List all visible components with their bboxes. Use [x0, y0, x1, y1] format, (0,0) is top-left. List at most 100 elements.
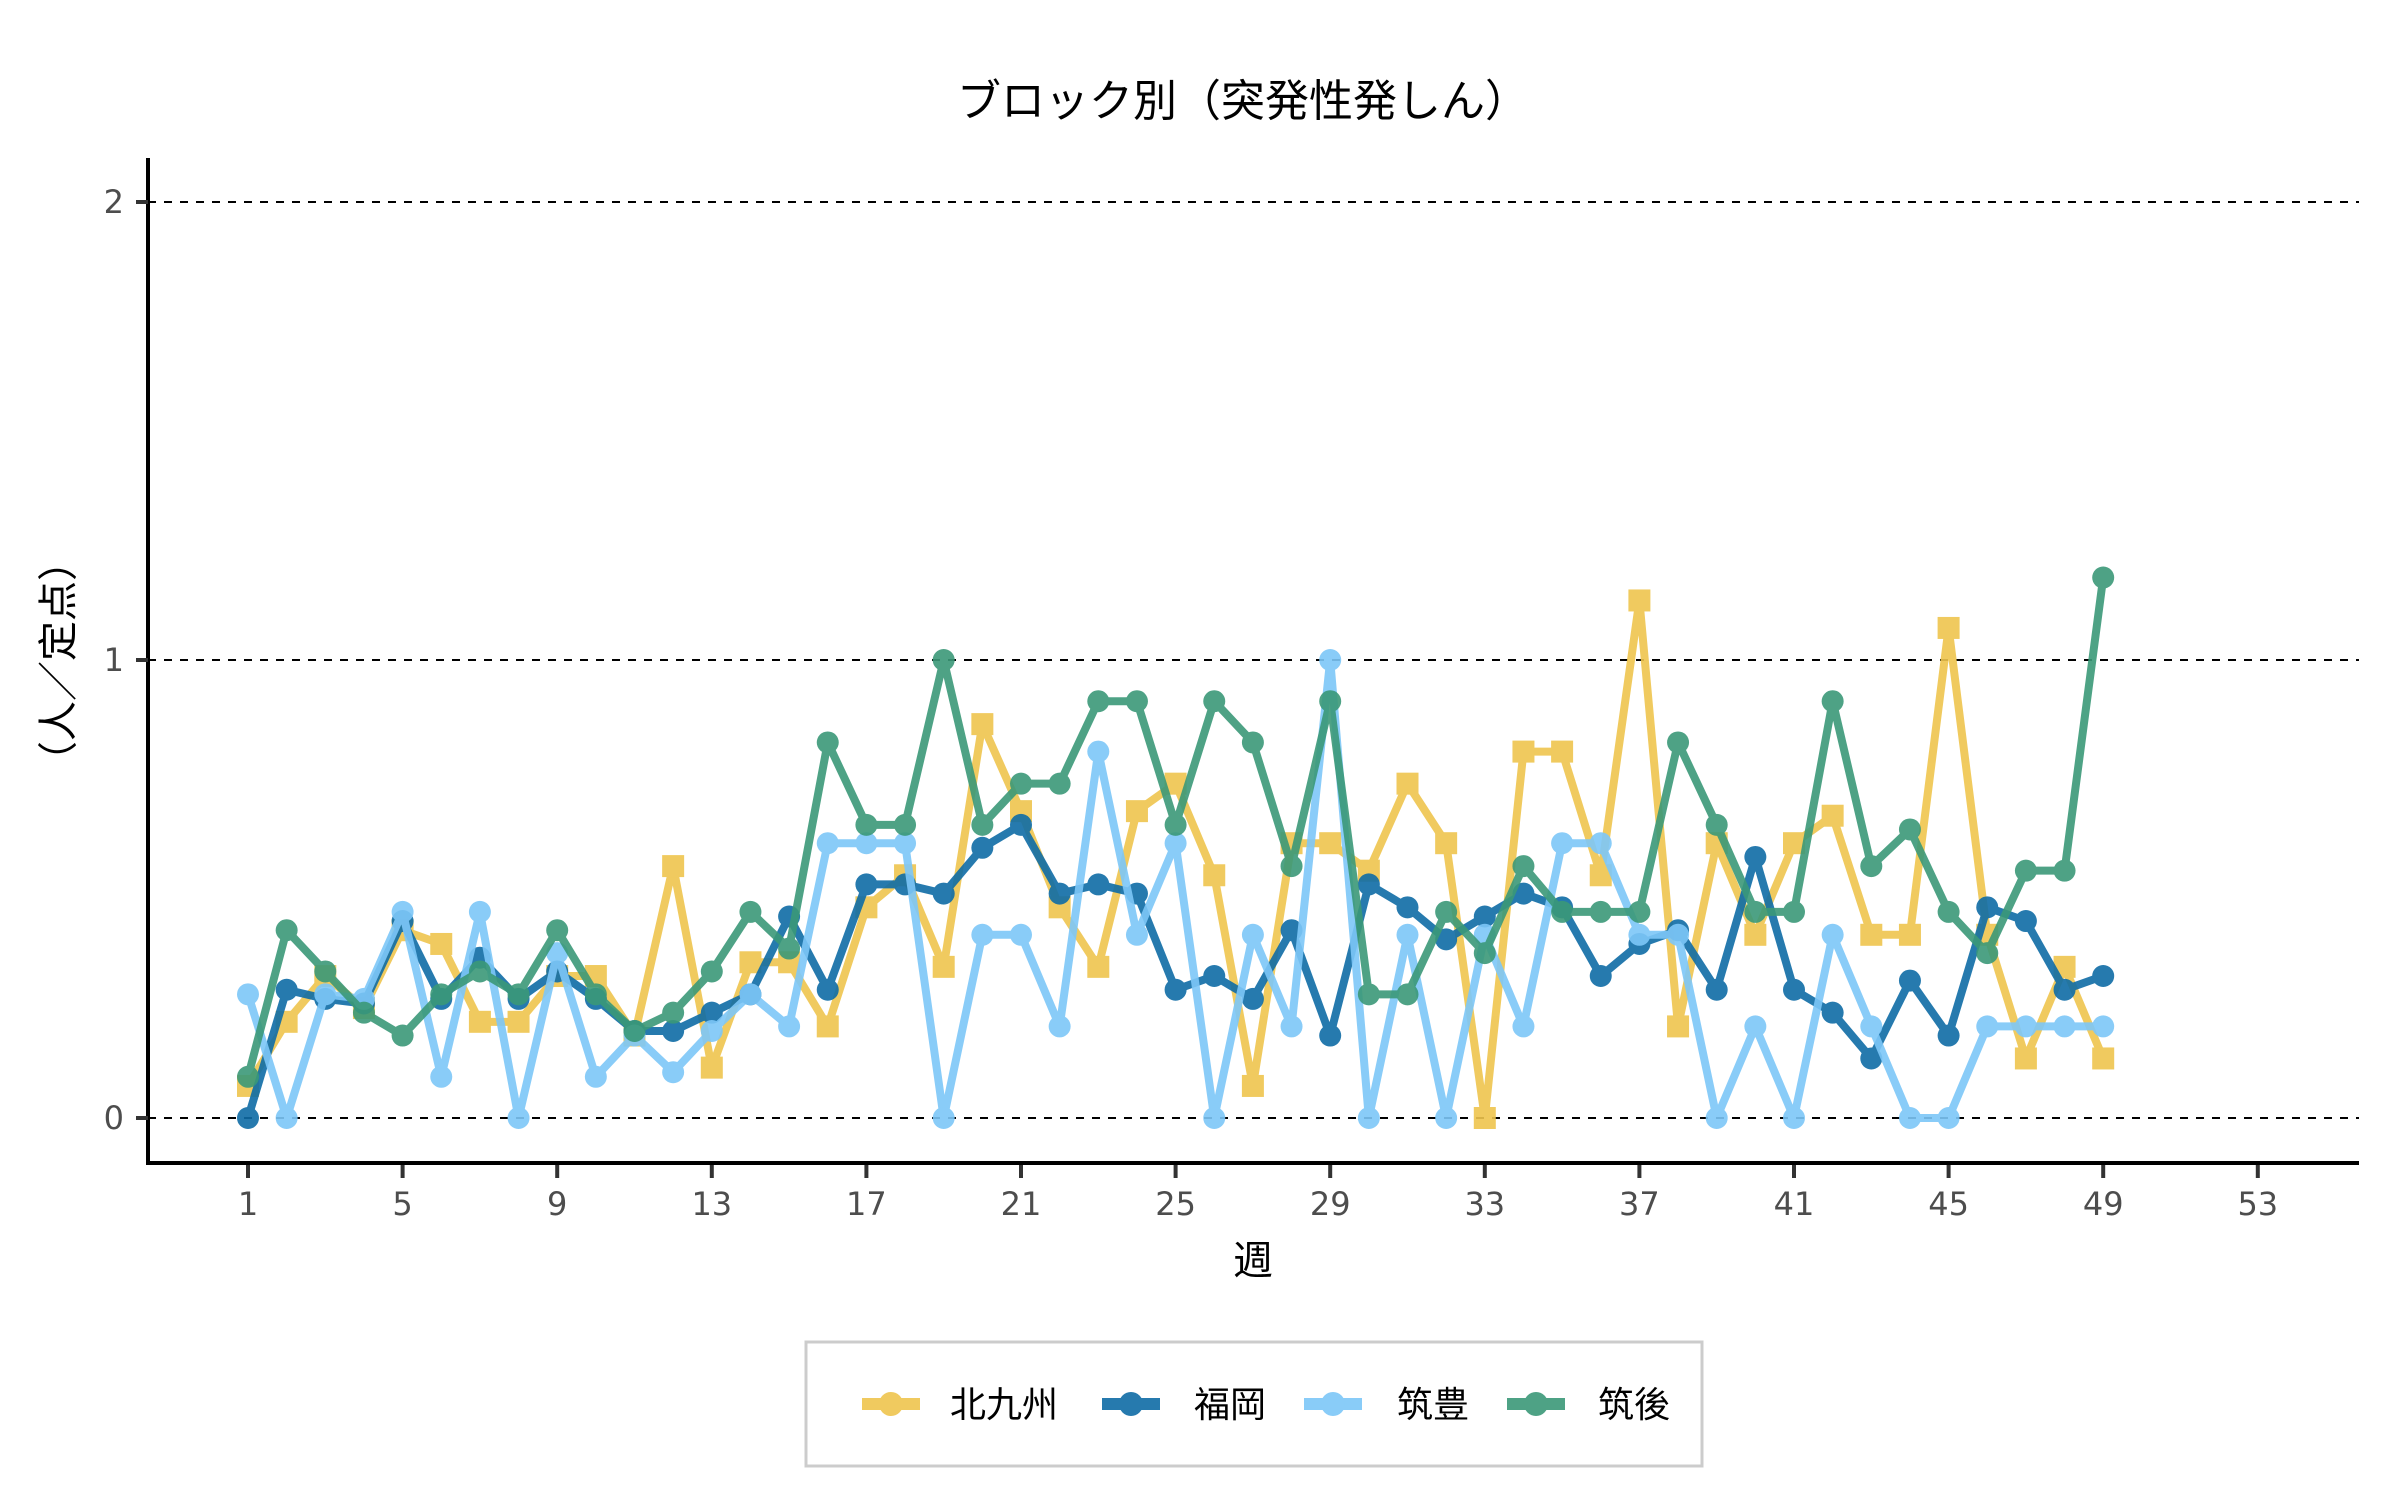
data-point — [1551, 740, 1574, 763]
data-point — [932, 882, 955, 905]
data-point — [1125, 800, 1148, 823]
data-point — [739, 983, 762, 1006]
data-point — [1976, 896, 1999, 919]
data-point — [1628, 589, 1651, 612]
legend-marker-icon — [879, 1392, 903, 1416]
series-3 — [237, 649, 2115, 1129]
data-point — [662, 1001, 685, 1024]
data-point — [1319, 649, 1342, 671]
data-point — [1860, 1047, 1883, 1070]
data-point — [1783, 900, 1805, 923]
data-point — [1628, 923, 1651, 946]
data-point — [237, 1107, 259, 1129]
data-point — [1976, 1015, 1999, 1038]
data-point — [1010, 923, 1032, 946]
legend-item — [862, 1392, 920, 1416]
data-point — [1744, 1015, 1767, 1038]
data-point — [391, 1024, 414, 1047]
data-point — [1125, 923, 1148, 946]
data-point — [816, 1015, 839, 1038]
data-point — [2092, 566, 2115, 589]
data-point — [1589, 965, 1612, 988]
data-point — [2053, 859, 2076, 882]
data-point — [1048, 1015, 1071, 1038]
data-point — [468, 960, 491, 983]
data-point — [1280, 1015, 1303, 1038]
data-point — [275, 1107, 298, 1129]
data-point — [1396, 923, 1419, 946]
data-point — [1512, 740, 1535, 763]
data-point — [2092, 1015, 2115, 1038]
data-point — [1589, 900, 1612, 923]
data-point — [1589, 864, 1612, 887]
data-point — [700, 960, 723, 983]
data-point — [507, 1107, 530, 1129]
x-tick-label: 37 — [1619, 1185, 1660, 1223]
legend-label: 福岡 — [1194, 1385, 1266, 1426]
data-point — [778, 1015, 801, 1038]
data-point — [1164, 832, 1187, 855]
data-point — [971, 836, 994, 859]
legend-marker-icon — [1321, 1392, 1345, 1416]
data-point — [1010, 772, 1032, 795]
data-point — [816, 731, 839, 754]
data-point — [855, 873, 878, 896]
data-point — [1744, 900, 1767, 923]
data-point — [2014, 859, 2037, 882]
data-point — [662, 1019, 685, 1042]
data-point — [1473, 942, 1496, 965]
data-point — [1937, 900, 1960, 923]
data-point — [1396, 896, 1419, 919]
data-point — [700, 1056, 723, 1079]
data-point — [237, 983, 259, 1006]
data-point — [1744, 845, 1767, 868]
legend-item — [1507, 1392, 1565, 1416]
x-tick-label: 9 — [547, 1185, 567, 1223]
data-point — [1589, 832, 1612, 855]
data-point — [2014, 1015, 2037, 1038]
y-tick-label: 0 — [104, 1099, 124, 1137]
data-point — [932, 1107, 955, 1129]
data-point — [2014, 1047, 2037, 1070]
data-point — [1280, 855, 1303, 878]
data-point — [1319, 690, 1342, 713]
data-point — [275, 919, 298, 942]
chart-title: ブロック別（突発性発しん） — [957, 76, 1529, 127]
data-point — [1357, 983, 1380, 1006]
x-tick-label: 45 — [1928, 1185, 1969, 1223]
data-point — [1357, 1107, 1380, 1129]
data-point — [1087, 955, 1110, 978]
data-point — [1705, 813, 1728, 836]
data-point — [1164, 772, 1187, 795]
data-point — [1087, 690, 1110, 713]
data-point — [932, 955, 955, 978]
data-point — [430, 983, 453, 1006]
data-point — [507, 1010, 530, 1033]
x-tick-label: 13 — [691, 1185, 732, 1223]
x-tick-label: 53 — [2237, 1185, 2278, 1223]
x-tick-label: 33 — [1464, 1185, 1505, 1223]
data-point — [971, 713, 994, 736]
data-point — [1898, 969, 1921, 992]
x-tick-label: 41 — [1774, 1185, 1815, 1223]
data-point — [1087, 740, 1110, 763]
data-point — [662, 1061, 685, 1084]
data-point — [1203, 864, 1226, 887]
data-point — [1512, 855, 1535, 878]
data-point — [1860, 855, 1883, 878]
data-point — [1783, 978, 1805, 1001]
y-axis-label: （人／定点） — [36, 541, 82, 781]
data-point — [1705, 1107, 1728, 1129]
legend-label: 筑豊 — [1397, 1385, 1469, 1426]
data-point — [1821, 1001, 1844, 1024]
data-point — [739, 900, 762, 923]
data-point — [1744, 923, 1767, 946]
data-point — [1667, 923, 1690, 946]
data-point — [507, 983, 530, 1006]
data-point — [1241, 1074, 1264, 1097]
data-point — [2053, 1015, 2076, 1038]
x-axis-ticks: 1 5 9 13 17 21 25 29 33 37 41 45 49 53 — [238, 1165, 2278, 1223]
data-point — [971, 923, 994, 946]
data-point — [1319, 832, 1342, 855]
